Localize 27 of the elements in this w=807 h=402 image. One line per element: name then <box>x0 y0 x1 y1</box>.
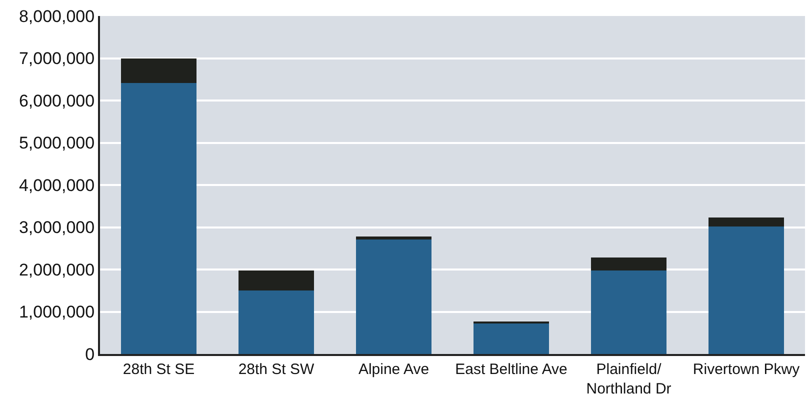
bar <box>708 218 784 226</box>
x-tick-label: Alpine Ave <box>358 361 430 378</box>
bar <box>708 226 784 354</box>
bar <box>356 236 432 240</box>
bar <box>238 290 314 354</box>
bar <box>356 240 432 354</box>
x-tick-label: Plainfield/ Northland Dr <box>586 361 672 398</box>
y-tick-label: 0 <box>85 344 95 364</box>
y-tick-label: 4,000,000 <box>18 176 95 195</box>
y-tick-label: 7,000,000 <box>18 49 95 68</box>
y-tick-label: 1,000,000 <box>18 302 95 322</box>
y-tick-label: 3,000,000 <box>18 218 95 238</box>
x-tick-label: 28th St SE <box>122 361 195 378</box>
y-tick-label: 6,000,000 <box>18 91 95 110</box>
x-tick-label: 28th St SW <box>238 361 316 378</box>
y-tick-label: 5,000,000 <box>18 134 95 153</box>
bar <box>121 82 196 354</box>
bar <box>474 324 549 354</box>
bar <box>474 321 549 324</box>
y-tick-label: 8,000,000 <box>18 6 95 26</box>
bar <box>121 58 196 83</box>
bar <box>591 257 666 270</box>
x-tick-label: Rivertown Pkwy <box>692 361 800 378</box>
x-tick-label: East Beltline Ave <box>455 361 568 378</box>
bar <box>591 270 666 354</box>
y-tick-label: 2,000,000 <box>18 260 95 280</box>
bar <box>238 270 314 291</box>
